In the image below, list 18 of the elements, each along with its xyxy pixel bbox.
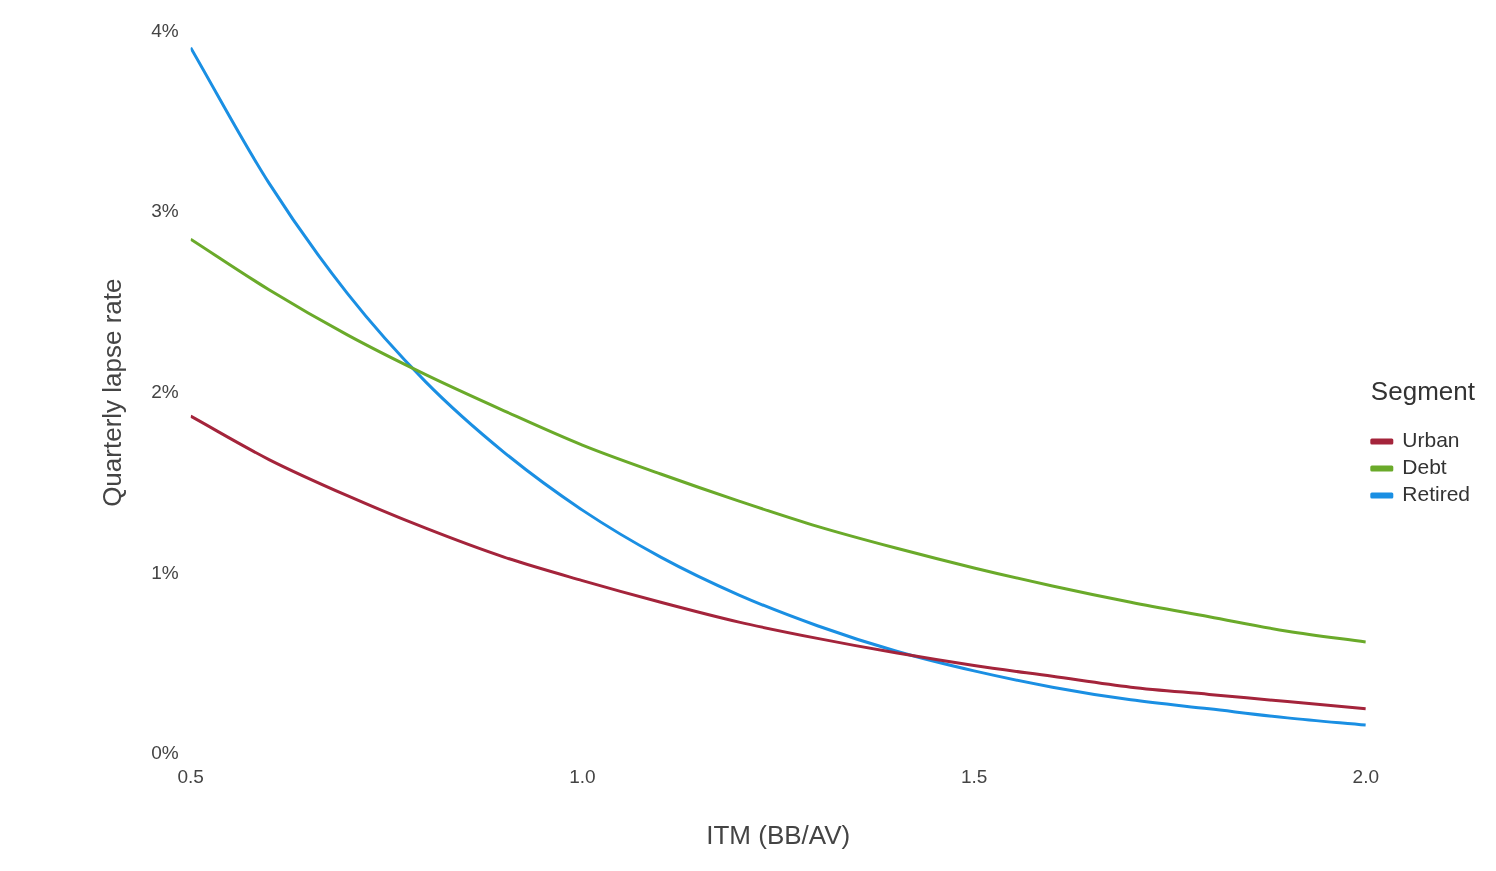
- y-tick-label: 1%: [151, 561, 179, 583]
- y-tick-label: 3%: [151, 200, 179, 222]
- x-axis-title: ITM (BB/AV): [706, 819, 851, 850]
- line-series: [190, 46, 1366, 727]
- y-tick-label: 4%: [151, 19, 179, 41]
- x-tick-label: 1.0: [569, 765, 596, 787]
- line-series: [190, 414, 1366, 711]
- legend-title: Segment: [1370, 376, 1476, 407]
- y-tick-label: 0%: [151, 742, 179, 764]
- x-tick-label: 1.5: [960, 765, 988, 787]
- y-axis-title: Quarterly lapse rate: [96, 278, 127, 507]
- legend-label: Debt: [1402, 455, 1447, 479]
- x-tick-label: 2.0: [1352, 765, 1380, 787]
- legend-label: Urban: [1402, 428, 1460, 452]
- legend-label: Retired: [1402, 482, 1471, 506]
- y-tick-label: 2%: [151, 380, 179, 402]
- x-tick-label: 0.5: [177, 765, 204, 787]
- line-series: [190, 237, 1366, 644]
